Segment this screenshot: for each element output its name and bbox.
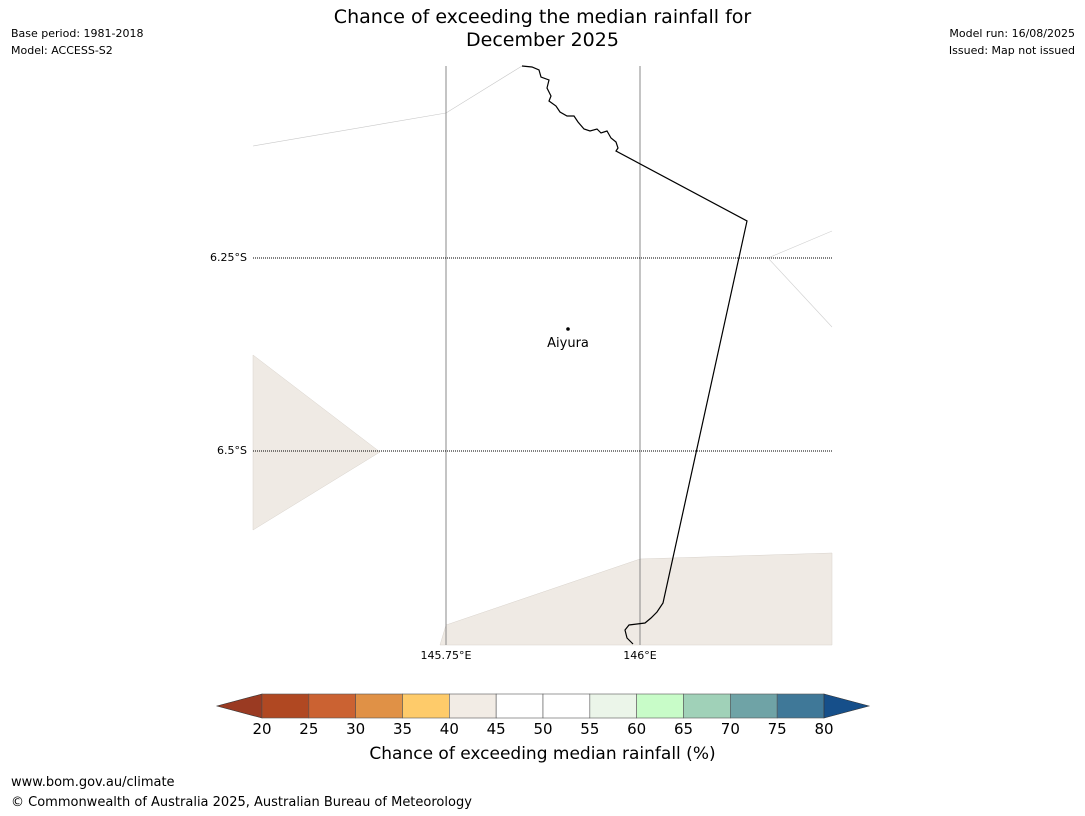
faint-line-northwest — [252, 65, 523, 147]
lat-label-6-5: 6.5°S — [217, 444, 247, 457]
aiyura-marker — [566, 327, 570, 331]
colorbar-segment — [776, 693, 825, 719]
colorbar-tick-label: 25 — [299, 720, 319, 738]
colorbar-tick-label: 75 — [767, 720, 787, 738]
lon-label-146: 146°E — [623, 649, 657, 662]
colorbar-tick-label: 70 — [720, 720, 740, 738]
meta-right: Model run: 16/08/2025 Issued: Map not is… — [949, 25, 1075, 59]
lon-label-145-75: 145.75°E — [420, 649, 472, 662]
colorbar-under-arrow — [215, 693, 263, 719]
colorbar-tick-label: 35 — [392, 720, 413, 738]
colorbar-segment — [542, 693, 591, 719]
title-line-1: Chance of exceeding the median rainfall … — [333, 6, 752, 28]
colorbar-segment — [402, 693, 450, 719]
colorbar-tick-label: 65 — [673, 720, 694, 738]
model-run: Model run: 16/08/2025 — [949, 27, 1075, 40]
land-fill-south — [439, 552, 833, 646]
colorbar-segment — [308, 693, 356, 719]
colorbar-tick-label: 80 — [814, 720, 834, 738]
colorbar-segment — [589, 693, 637, 719]
issued-status: Issued: Map not issued — [948, 44, 1075, 57]
model-name: Model: ACCESS-S2 — [11, 44, 113, 57]
colorbar-segment — [730, 693, 778, 719]
colorbar-tick-label: 60 — [627, 720, 647, 738]
map-title: Chance of exceeding the median rainfall … — [0, 6, 1085, 52]
colorbar — [215, 693, 871, 719]
colorbar-segment — [495, 693, 544, 719]
title-line-2: December 2025 — [466, 29, 619, 51]
land-fill-west — [252, 354, 381, 531]
colorbar-tick-label: 30 — [346, 720, 366, 738]
footer-copyright: © Commonwealth of Australia 2025, Austra… — [11, 795, 472, 810]
colorbar-tick-label: 50 — [533, 720, 553, 738]
meta-left: Base period: 1981-2018 Model: ACCESS-S2 — [11, 25, 143, 59]
colorbar-label: Chance of exceeding median rainfall (%) — [369, 744, 716, 764]
colorbar-tick-label: 55 — [580, 720, 600, 738]
colorbar-tick-label: 40 — [439, 720, 459, 738]
lat-label-6-25: 6.25°S — [210, 251, 247, 264]
colorbar-segment — [355, 693, 403, 719]
colorbar-tick-label: 20 — [252, 720, 272, 738]
place-label-aiyura: Aiyura — [547, 336, 589, 351]
colorbar-segment — [449, 693, 497, 719]
colorbar-tick-label: 45 — [486, 720, 506, 738]
colorbar-segment — [636, 693, 684, 719]
colorbar-segment — [683, 693, 731, 719]
footer-website: www.bom.gov.au/climate — [11, 775, 175, 790]
base-period: Base period: 1981-2018 — [11, 27, 144, 40]
border-line — [521, 65, 748, 645]
colorbar-segment — [261, 693, 310, 719]
colorbar-over-arrow — [823, 693, 871, 719]
faint-line-east — [767, 230, 833, 328]
